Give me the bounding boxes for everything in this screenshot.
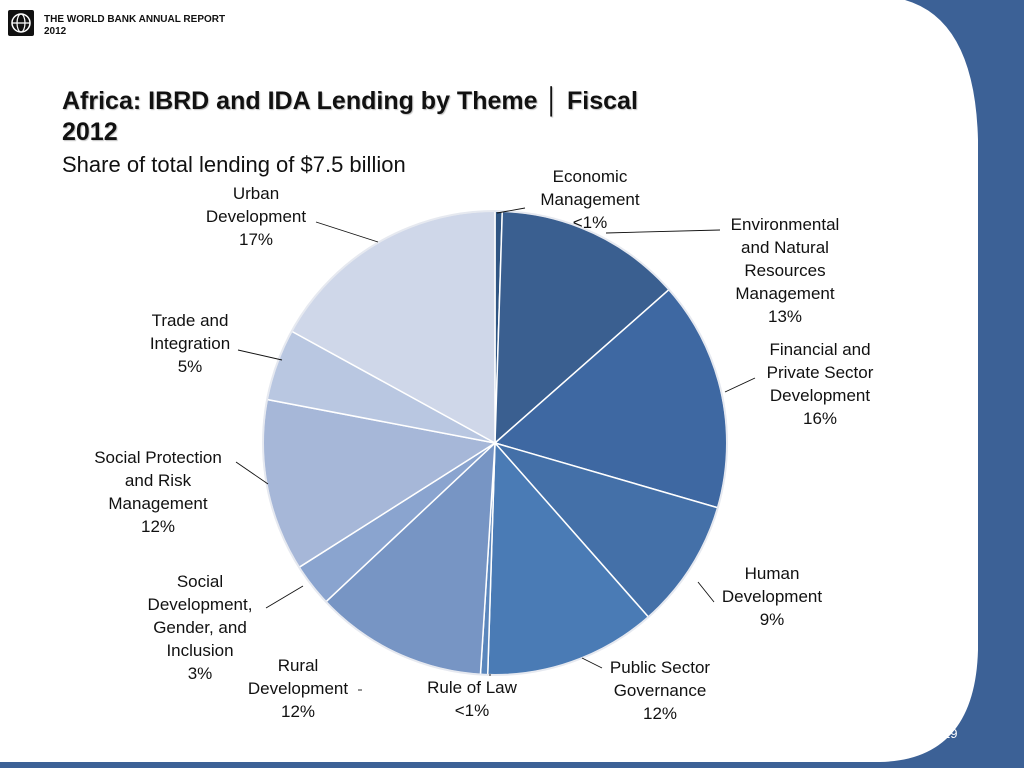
leader-line-economic-management [496, 207, 526, 214]
slice-label-line: Human [745, 564, 800, 583]
slice-label-line: Environmental [731, 215, 840, 234]
slice-label-rural-development: Rural Development 12% [248, 656, 348, 721]
slice-label-social-protection-and-risk-management: Social Protection and Risk Management 12% [94, 448, 222, 536]
leader-line-financial-and-private-sector-development [724, 377, 756, 393]
slice-label-line: Public Sector [610, 658, 710, 677]
slice-label-line: 13% [768, 307, 802, 326]
slice-label-line: Inclusion [166, 641, 233, 660]
slice-label-line: Resources [744, 261, 825, 280]
slice-label-line: Management [735, 284, 835, 303]
slice-label-line: Financial and [769, 340, 870, 359]
slice-label-line: and Natural [741, 238, 829, 257]
chart-title-line2: 2012 [62, 118, 118, 146]
org-name: THE WORLD BANK ANNUAL REPORT [44, 14, 226, 25]
slice-label-line: Development, [148, 595, 253, 614]
slice-label-environmental-and-natural-resources-management: Environmental and Natural Resources Managem… [731, 215, 840, 326]
leader-line-public-sector-governance [581, 657, 603, 669]
slice-label-line: 3% [188, 664, 213, 683]
slice-label-line: Management [540, 190, 640, 209]
slice-label-line: 12% [281, 702, 315, 721]
world-bank-globe-icon [8, 10, 34, 36]
slice-label-line: Economic [553, 167, 628, 186]
slice-label-line: Governance [614, 681, 707, 700]
slice-label-trade-and-integration: Trade and Integration 5% [150, 311, 230, 376]
page-number: 19 [943, 726, 958, 741]
slice-label-line: 12% [643, 704, 677, 723]
slice-label-line: 5% [178, 357, 203, 376]
slice-label-human-development: Human Development 9% [722, 564, 822, 629]
slice-label-social-development-gender-and-inclusion: Social Development, Gender, and Inclusion 3% [148, 572, 253, 683]
slice-label-line: Development [722, 587, 822, 606]
leader-line-trade-and-integration [237, 349, 283, 361]
leader-line-social-protection-and-risk-management [235, 461, 269, 485]
slice-label-line: Rural [278, 656, 319, 675]
slice-label-urban-development: Urban Development 17% [206, 184, 306, 249]
slice-label-line: and Risk [125, 471, 192, 490]
report-year: 2012 [44, 26, 67, 37]
slice-label-financial-and-private-sector-development: Financial and Private Sector Development 16… [767, 340, 874, 428]
slice-label-rule-of-law: Rule of Law <1% [427, 678, 517, 720]
leader-line-urban-development [315, 221, 379, 243]
slice-label-line: <1% [573, 213, 608, 232]
slice-label-line: 17% [239, 230, 273, 249]
slice-label-line: Trade and [152, 311, 229, 330]
slice-label-line: Gender, and [153, 618, 247, 637]
report-header: THE WORLD BANK ANNUAL REPORT 2012 [44, 14, 225, 38]
slice-label-line: Management [108, 494, 208, 513]
chart-subtitle: Share of total lending of $7.5 billion [62, 152, 406, 177]
pie-outline [262, 210, 728, 676]
slice-label-line: 9% [760, 610, 785, 629]
leader-line-environmental-and-natural-resources-management [605, 229, 721, 234]
slice-label-line: 12% [141, 517, 175, 536]
leader-line-social-development-gender-and-inclusion [265, 585, 304, 609]
slice-label-line: Social [177, 572, 223, 591]
leader-line-human-development [697, 581, 715, 603]
slice-label-line: Development [770, 386, 870, 405]
slice-label-line: Development [206, 207, 306, 226]
slice-label-line: Development [248, 679, 348, 698]
chart-title-line1: Africa: IBRD and IDA Lending by Theme │ … [62, 87, 638, 115]
slice-label-line: Urban [233, 184, 279, 203]
slice-label-line: Private Sector [767, 363, 874, 382]
slice-label-line: Rule of Law [427, 678, 517, 697]
chart-title: Africa: IBRD and IDA Lending by Theme │ … [62, 86, 762, 148]
slice-label-line: 16% [803, 409, 837, 428]
slice-label-line: Social Protection [94, 448, 222, 467]
slice-label-line: <1% [455, 701, 490, 720]
slice-label-line: Integration [150, 334, 230, 353]
slice-label-economic-management: Economic Management <1% [540, 167, 640, 232]
slice-label-public-sector-governance: Public Sector Governance 12% [610, 658, 710, 723]
